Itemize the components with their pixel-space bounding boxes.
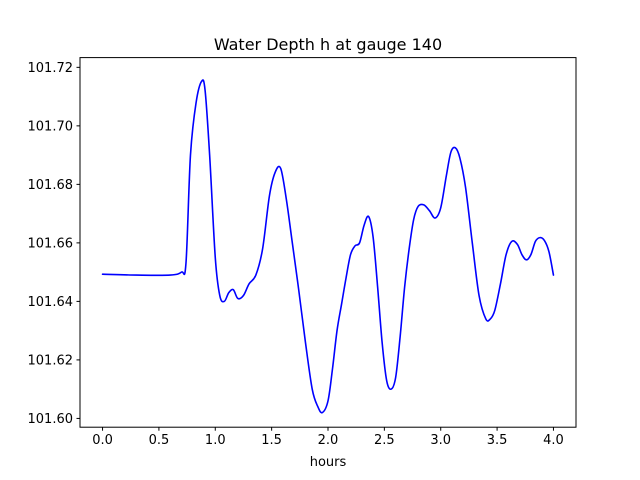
- y-tick-label: 101.60: [28, 412, 74, 427]
- x-axis-label: hours: [310, 455, 347, 470]
- plot-area: [79, 57, 577, 428]
- x-tick-label: 2.5: [374, 433, 395, 448]
- x-tick-label: 4.0: [543, 433, 564, 448]
- series-layer: [101, 79, 555, 414]
- x-tick-label: 2.0: [318, 433, 339, 448]
- x-tick-label: 0.5: [149, 433, 170, 448]
- x-axis: 0.0 0.5 1.0 1.5 2.0 2.5 3.0 3.5 4.0: [92, 427, 564, 448]
- y-axis: 101.60 101.62 101.64 101.66 101.68 101.70 101.…: [28, 61, 80, 427]
- chart-title: Water Depth h at gauge 140: [214, 35, 442, 54]
- y-tick-label: 101.66: [28, 236, 74, 251]
- x-tick-label: 1.0: [205, 433, 226, 448]
- y-tick-label: 101.72: [28, 61, 74, 76]
- series-line: [101, 79, 555, 414]
- x-tick-label: 1.5: [261, 433, 282, 448]
- y-tick-label: 101.64: [28, 295, 74, 310]
- y-tick-label: 101.68: [28, 178, 74, 193]
- y-tick-label: 101.70: [28, 119, 74, 134]
- x-tick-label: 0.0: [92, 433, 113, 448]
- y-tick-label: 101.62: [28, 353, 74, 368]
- x-tick-label: 3.5: [487, 433, 508, 448]
- x-tick-label: 3.0: [430, 433, 451, 448]
- plot-frame: [79, 57, 577, 428]
